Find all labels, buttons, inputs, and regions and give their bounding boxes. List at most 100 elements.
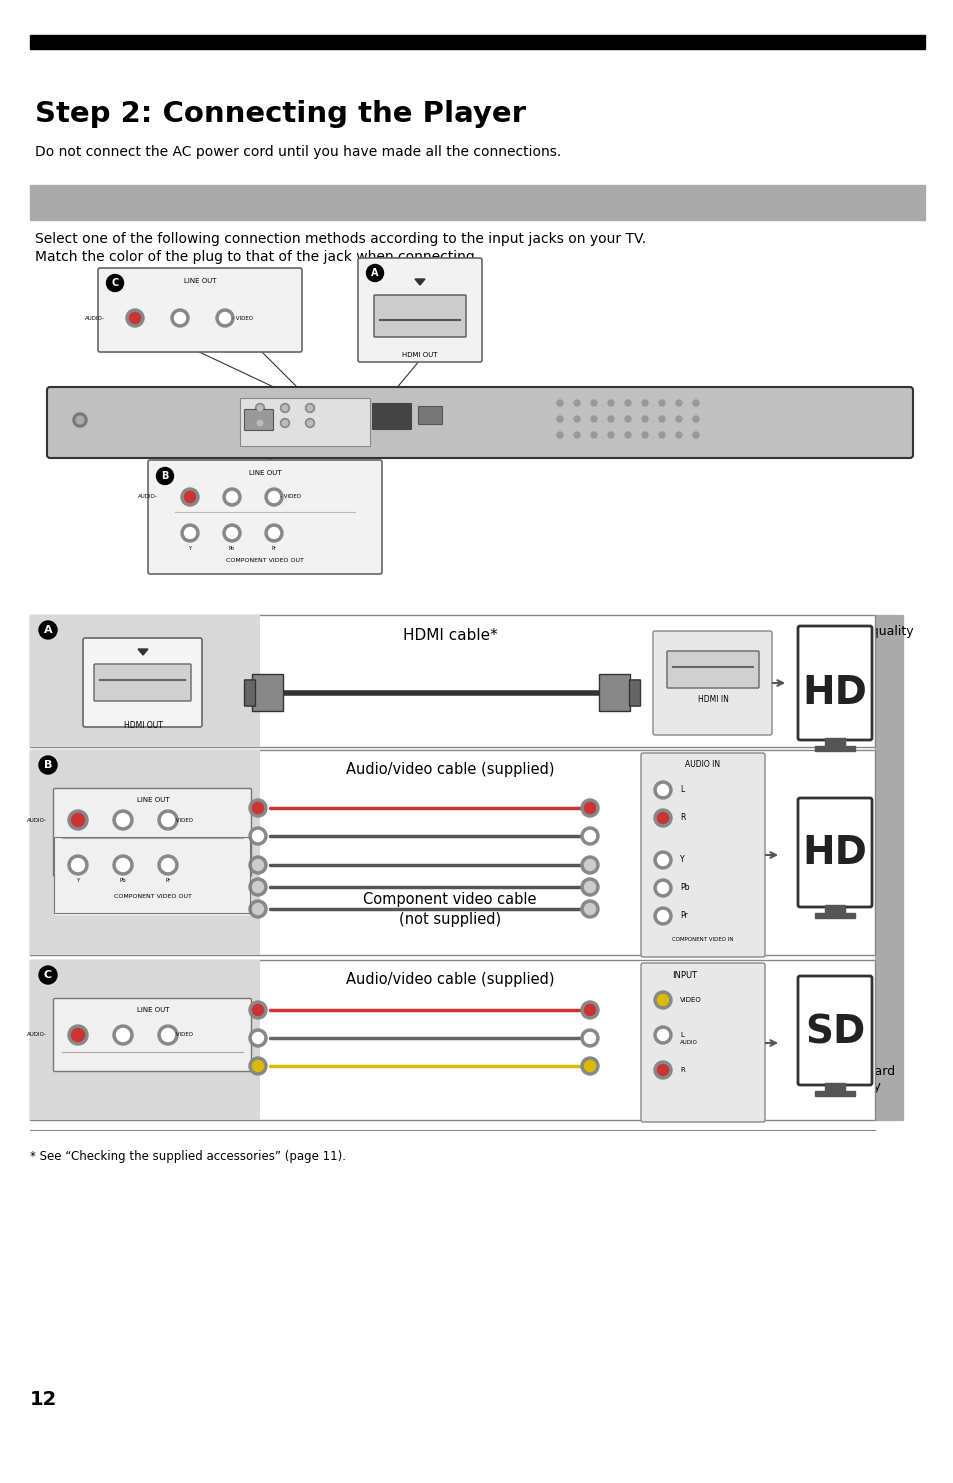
Text: Select one of the following connection methods according to the input jacks on y: Select one of the following connection m…	[35, 231, 645, 246]
Text: Component video cable: Component video cable	[363, 891, 537, 908]
Circle shape	[654, 879, 671, 897]
Circle shape	[39, 756, 57, 774]
Bar	[30, 36, 924, 49]
Circle shape	[641, 400, 647, 406]
Text: Y: Y	[76, 878, 79, 882]
Polygon shape	[415, 279, 424, 285]
Bar	[824, 905, 844, 914]
Circle shape	[174, 313, 185, 323]
Circle shape	[265, 488, 283, 506]
Circle shape	[112, 856, 132, 875]
Circle shape	[657, 1029, 668, 1041]
Circle shape	[181, 523, 199, 541]
Text: Pr: Pr	[272, 546, 276, 550]
Circle shape	[158, 810, 178, 830]
Bar	[30, 615, 260, 747]
Text: Pr: Pr	[679, 912, 687, 921]
Circle shape	[657, 813, 668, 823]
Circle shape	[249, 878, 267, 896]
Circle shape	[76, 417, 84, 424]
Circle shape	[580, 878, 598, 896]
Text: HDMI IN: HDMI IN	[697, 696, 728, 704]
Text: VIDEO: VIDEO	[679, 997, 701, 1003]
Circle shape	[676, 400, 681, 406]
Circle shape	[584, 1032, 595, 1044]
Circle shape	[268, 491, 279, 503]
Circle shape	[624, 417, 630, 423]
Circle shape	[692, 400, 699, 406]
Circle shape	[126, 308, 144, 326]
Circle shape	[171, 308, 189, 326]
Circle shape	[657, 995, 668, 1005]
Text: High quality: High quality	[837, 624, 913, 638]
Circle shape	[253, 830, 263, 841]
Circle shape	[584, 860, 595, 871]
Circle shape	[584, 1060, 595, 1072]
Circle shape	[659, 417, 664, 423]
FancyBboxPatch shape	[98, 268, 302, 351]
Circle shape	[676, 432, 681, 437]
Circle shape	[68, 856, 88, 875]
FancyBboxPatch shape	[53, 789, 252, 876]
Circle shape	[226, 491, 237, 503]
Circle shape	[607, 400, 614, 406]
Bar	[30, 750, 874, 955]
Circle shape	[116, 814, 130, 826]
Circle shape	[223, 523, 241, 541]
Text: COMPONENT VIDEO OUT: COMPONENT VIDEO OUT	[226, 558, 304, 562]
Circle shape	[249, 828, 267, 845]
Circle shape	[116, 859, 130, 872]
Circle shape	[607, 417, 614, 423]
Circle shape	[253, 903, 263, 915]
Circle shape	[641, 417, 647, 423]
Circle shape	[584, 1004, 595, 1016]
Text: 12: 12	[30, 1390, 57, 1409]
Text: B: B	[161, 472, 169, 480]
Text: Audio/video cable (supplied): Audio/video cable (supplied)	[345, 971, 554, 988]
Bar	[814, 1091, 854, 1096]
Circle shape	[71, 814, 85, 826]
Text: AUDIO-: AUDIO-	[85, 316, 105, 320]
Circle shape	[215, 308, 233, 326]
Circle shape	[280, 418, 289, 427]
Text: - VIDEO: - VIDEO	[232, 316, 253, 320]
Circle shape	[366, 264, 383, 282]
Bar	[240, 397, 370, 446]
FancyBboxPatch shape	[640, 962, 764, 1123]
Circle shape	[249, 900, 267, 918]
Circle shape	[574, 417, 579, 423]
Circle shape	[654, 991, 671, 1008]
Circle shape	[268, 528, 279, 538]
Text: COMPONENT VIDEO IN: COMPONENT VIDEO IN	[672, 937, 733, 943]
Circle shape	[257, 420, 262, 426]
Circle shape	[657, 1065, 668, 1075]
FancyBboxPatch shape	[797, 626, 871, 740]
Text: C: C	[112, 277, 118, 288]
Circle shape	[654, 810, 671, 828]
Circle shape	[253, 860, 263, 871]
FancyBboxPatch shape	[83, 638, 202, 727]
Text: Do not connect the AC power cord until you have made all the connections.: Do not connect the AC power cord until y…	[35, 145, 560, 159]
FancyBboxPatch shape	[640, 753, 764, 957]
Circle shape	[223, 488, 241, 506]
Bar	[30, 750, 260, 955]
Circle shape	[641, 432, 647, 437]
Text: Y: Y	[189, 546, 192, 550]
Polygon shape	[138, 650, 148, 655]
Circle shape	[654, 1060, 671, 1080]
Circle shape	[692, 417, 699, 423]
Circle shape	[265, 523, 283, 541]
Circle shape	[71, 1029, 85, 1041]
Circle shape	[253, 881, 263, 893]
Bar	[30, 615, 874, 747]
Circle shape	[255, 403, 264, 412]
Circle shape	[307, 420, 313, 426]
Bar	[824, 1083, 844, 1091]
Text: * See “Checking the supplied accessories” (page 11).: * See “Checking the supplied accessories…	[30, 1149, 346, 1163]
Circle shape	[181, 488, 199, 506]
Text: HDMI OUT: HDMI OUT	[124, 721, 162, 730]
Circle shape	[73, 412, 87, 427]
Circle shape	[657, 854, 668, 866]
Text: HDMI cable*: HDMI cable*	[402, 627, 497, 644]
Text: Match the color of the plug to that of the jack when connecting.: Match the color of the plug to that of t…	[35, 251, 478, 264]
